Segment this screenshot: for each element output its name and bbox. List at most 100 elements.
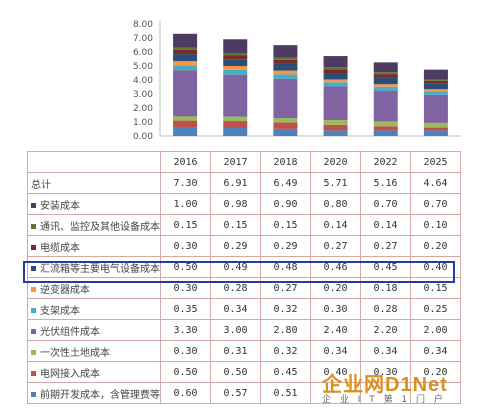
watermark-logo: 企业网D1Net 企 业 I T 第 1 门 户 — [322, 368, 474, 408]
legend-label: 电缆成本 — [40, 242, 80, 254]
bar-segment — [423, 130, 448, 136]
bar-segment — [273, 70, 298, 75]
bar-segment — [373, 86, 398, 91]
bar-segment — [323, 130, 348, 136]
bar-segment — [273, 57, 298, 60]
legend-entry: 安装成本 — [27, 193, 161, 215]
legend-label: 汇流箱等主要电气设备成本 — [40, 263, 160, 275]
table-row: 一次性土地成本 0.30 0.31 0.32 0.34 0.34 0.34 — [27, 340, 461, 362]
legend-label: 逆变器成本 — [40, 284, 90, 296]
legend-entry: 光伏组件成本 — [27, 319, 161, 341]
total-value: 5.16 — [360, 172, 411, 194]
data-label: 0.15 — [260, 214, 311, 236]
data-label: 0.70 — [360, 193, 411, 215]
y-tick-label: 0.00 — [133, 132, 153, 142]
bar-segment — [373, 77, 398, 85]
table-row: 支架成本 0.35 0.34 0.32 0.30 0.28 0.25 — [27, 298, 461, 320]
data-label: 3.00 — [210, 319, 261, 341]
data-label: 3.30 — [160, 319, 211, 341]
y-tick-label: 3.00 — [133, 90, 153, 100]
data-label: 0.32 — [260, 340, 311, 362]
bar-segment — [223, 69, 248, 75]
data-label: 0.29 — [210, 235, 261, 257]
bar-segment — [323, 82, 348, 87]
legend-label: 前期开发成本，含管理费等 — [40, 389, 160, 401]
legend-swatch — [31, 308, 36, 313]
bar-segment — [223, 66, 248, 70]
bar-segment — [273, 122, 298, 129]
bar-segment — [373, 62, 398, 73]
data-label: 2.40 — [310, 319, 361, 341]
x-tick-label: 2025 — [410, 151, 461, 173]
legend-entry: 电网接入成本 — [27, 361, 161, 383]
total-value: 4.64 — [410, 172, 461, 194]
bar-segment — [423, 83, 448, 90]
data-label: 0.28 — [360, 298, 411, 320]
data-label: 0.27 — [310, 235, 361, 257]
table-row-total: 总计 7.30 6.91 6.49 5.71 5.16 4.64 — [27, 172, 461, 194]
y-tick-label: 5.00 — [133, 62, 153, 72]
bar-segment — [373, 130, 398, 136]
bar-segment — [323, 124, 348, 131]
watermark-main-text: 企业网D1Net — [322, 374, 448, 396]
row-label-total: 总计 — [27, 172, 161, 194]
table-row: 前期开发成本，含管理费等 0.60 0.57 0.51 — [27, 382, 461, 404]
bar-segment — [273, 63, 298, 71]
data-label: 0.32 — [260, 298, 311, 320]
x-tick-label: 2020 — [310, 151, 361, 173]
data-label: 2.20 — [360, 319, 411, 341]
bar-segment — [423, 79, 448, 81]
x-tick-label: 2017 — [210, 151, 261, 173]
bar-segment — [373, 90, 398, 122]
data-label: 0.27 — [360, 235, 411, 257]
data-label: 0.70 — [410, 193, 461, 215]
bar-segment — [323, 120, 348, 125]
bar-segment — [223, 121, 248, 129]
y-tick-label: 2.00 — [133, 104, 153, 114]
data-label: 0.34 — [310, 340, 361, 362]
bar-segment — [323, 79, 348, 83]
total-value: 7.30 — [160, 172, 211, 194]
bar-segment — [173, 61, 198, 66]
data-label: 0.29 — [260, 235, 311, 257]
bar-segment — [373, 126, 398, 131]
bar-segment — [323, 56, 348, 68]
highlight-box-inverter-row — [23, 261, 455, 283]
bar-segment — [173, 127, 198, 136]
bar-segment — [373, 84, 398, 87]
data-label: 0.15 — [210, 214, 261, 236]
y-tick-label: 4.00 — [133, 76, 153, 86]
table-row: 安装成本 1.00 0.98 0.90 0.80 0.70 0.70 — [27, 193, 461, 215]
data-label: 0.34 — [210, 298, 261, 320]
bar-segment — [423, 91, 448, 95]
bar-segment — [323, 86, 348, 121]
table-row: 通讯、监控及其他设备成本 0.15 0.15 0.15 0.14 0.14 0.10 — [27, 214, 461, 236]
table-row: 电网接入成本 0.50 0.50 0.45 0.40 0.30 0.20 — [27, 361, 461, 383]
bar-segment — [323, 67, 348, 70]
bar-segment — [323, 69, 348, 73]
data-label: 0.50 — [210, 361, 261, 383]
bar-segment — [173, 54, 198, 62]
data-label: 0.15 — [160, 214, 211, 236]
legend-swatch — [31, 266, 36, 271]
legend-entry: 通讯、监控及其他设备成本 — [27, 214, 161, 236]
x-tick-label: 2016 — [160, 151, 211, 173]
data-label: 0.14 — [310, 214, 361, 236]
bar-segment — [323, 73, 348, 80]
data-label: 1.00 — [160, 193, 211, 215]
legend-label: 支架成本 — [40, 305, 80, 317]
bar-segment — [423, 94, 448, 123]
data-label: 0.14 — [360, 214, 411, 236]
legend-swatch — [31, 287, 36, 292]
bar-segment — [373, 72, 398, 75]
data-label: 0.10 — [410, 214, 461, 236]
data-label: 0.25 — [410, 298, 461, 320]
data-label: 0.30 — [160, 235, 211, 257]
bar-segment — [223, 116, 248, 122]
legend-swatch — [31, 245, 36, 250]
legend-swatch — [31, 350, 36, 355]
data-label: 0.30 — [310, 298, 361, 320]
bar-segment — [273, 74, 298, 79]
legend-swatch — [31, 203, 36, 208]
total-value: 6.91 — [210, 172, 261, 194]
